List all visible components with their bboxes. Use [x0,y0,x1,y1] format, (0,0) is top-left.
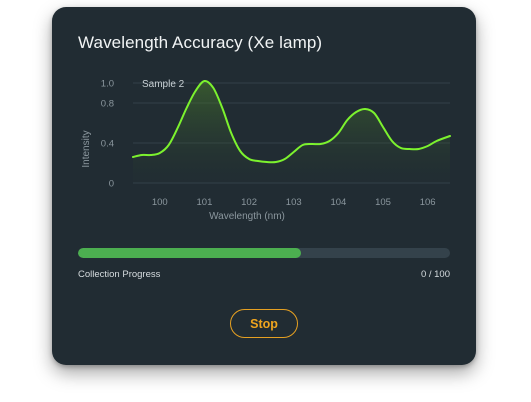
collection-progress-fill [78,248,302,258]
wavelength-accuracy-panel: Wavelength Accuracy (Xe lamp) 0 0.4 0.8 1.0… [52,7,476,365]
collection-progress-label: Collection Progress [78,269,161,280]
series-line [132,79,451,164]
x-tick-label: 100 [152,197,168,208]
collection-progress-count: 0 / 100 [420,269,450,280]
x-axis-title: Wavelength (nm) [209,211,285,222]
y-tick-label: 1.0 [101,79,114,90]
series-legend-label: Sample 2 [142,79,185,90]
x-tick-label: 101 [197,197,213,208]
x-tick-label: 103 [286,197,302,208]
x-axis-ticks: 100 101 102 103 104 105 106 [152,197,436,208]
y-tick-label: 0.4 [101,139,114,150]
x-tick-label: 104 [330,197,346,208]
y-axis-ticks: 0 0.4 0.8 1.0 [101,79,114,190]
x-tick-label: 105 [375,197,391,208]
x-tick-label: 102 [241,197,257,208]
series-area-fill [133,80,450,183]
spectrum-chart: 0 0.4 0.8 1.0 100 101 102 103 104 105 106 Sample … [81,79,451,222]
x-tick-label: 106 [420,197,436,208]
y-axis-title: Intensity [81,130,92,167]
collection-progress-bar [78,248,450,258]
stop-button[interactable]: Stop [230,309,298,338]
y-tick-label: 0.8 [101,99,114,110]
y-tick-label: 0 [109,179,114,190]
panel-title: Wavelength Accuracy (Xe lamp) [78,33,323,52]
